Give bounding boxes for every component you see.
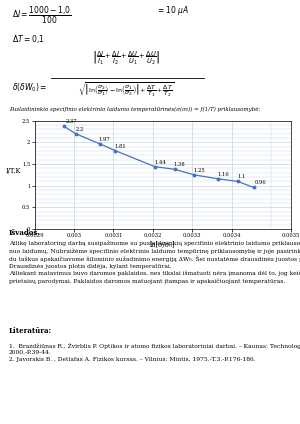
Text: Puslaidininkio specifinio elektrinio laidumo temperatūrinės(σ(σ₀)) = f(1/T) prik: Puslaidininkio specifinio elektrinio lai… bbox=[9, 106, 260, 112]
Text: 1.44: 1.44 bbox=[154, 159, 166, 165]
Text: 1.  Brazdžiūnas R., Žvirblis P. Optikos ir atomo fizikos laboratoriniai darbai. : 1. Brazdžiūnas R., Žvirblis P. Optikos i… bbox=[9, 343, 300, 362]
Text: 1.25: 1.25 bbox=[194, 168, 205, 173]
Text: $\Delta I = \dfrac{1000-1{,}0}{100}$: $\Delta I = \dfrac{1000-1{,}0}{100}$ bbox=[12, 4, 72, 25]
X-axis label: ln[σ/σ₀]: ln[σ/σ₀] bbox=[150, 241, 176, 249]
Text: 2.2: 2.2 bbox=[75, 127, 83, 131]
Text: 1.97: 1.97 bbox=[99, 137, 111, 142]
Text: 0.96: 0.96 bbox=[255, 180, 266, 185]
Text: $\left|\dfrac{\Delta I}{I_1} + \dfrac{\Delta I}{I_2} + \dfrac{\Delta U}{U_1} + \: $\left|\dfrac{\Delta I}{I_1} + \dfrac{\D… bbox=[92, 50, 160, 67]
Text: 2.37: 2.37 bbox=[65, 119, 77, 124]
Text: 1.1: 1.1 bbox=[237, 174, 245, 179]
Text: Atlikę laboratoring darbą susipažinome su puslaidininkių specifinio elektrinio l: Atlikę laboratoring darbą susipažinome s… bbox=[9, 241, 300, 284]
Text: 1.81: 1.81 bbox=[115, 143, 126, 148]
Y-axis label: I/T,K: I/T,K bbox=[6, 167, 21, 175]
Text: $= 10\ \mu A$: $= 10\ \mu A$ bbox=[156, 4, 189, 17]
Text: $\Delta T = 0{,}1$: $\Delta T = 0{,}1$ bbox=[12, 33, 45, 45]
Text: $\delta(\delta W_0) =$: $\delta(\delta W_0) =$ bbox=[12, 81, 47, 94]
Text: 1.16: 1.16 bbox=[217, 172, 229, 177]
Text: Literatūra:: Literatūra: bbox=[9, 327, 52, 335]
Text: $\sqrt{\left|\ln\!\left(\dfrac{\sigma_2}{\sigma_1}\right) - \ln\!\left(\dfrac{\s: $\sqrt{\left|\ln\!\left(\dfrac{\sigma_2}… bbox=[78, 81, 174, 100]
Text: Išvados.: Išvados. bbox=[9, 229, 41, 237]
Text: 1.38: 1.38 bbox=[174, 162, 185, 167]
